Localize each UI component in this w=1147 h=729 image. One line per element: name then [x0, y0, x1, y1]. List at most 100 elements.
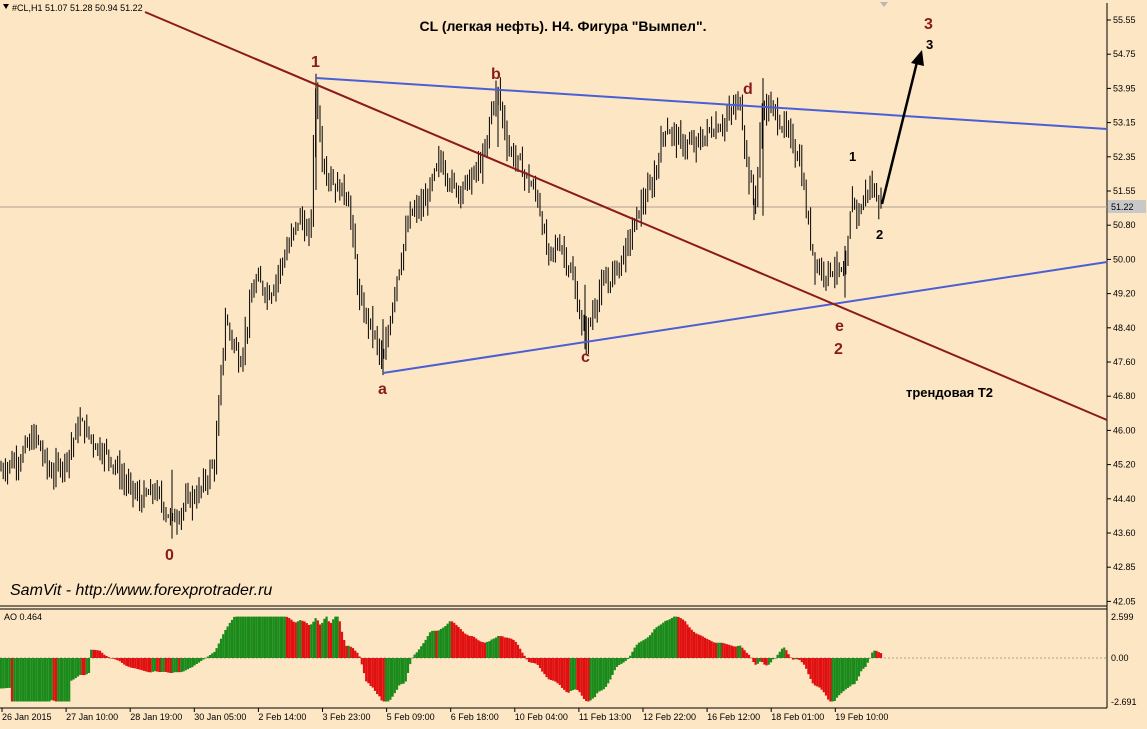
ao-bar	[369, 658, 372, 686]
ao-bar	[805, 658, 808, 669]
ao-bar	[761, 658, 764, 663]
ao-bar	[481, 642, 484, 658]
ao-bar	[219, 638, 223, 658]
ao-bar	[329, 622, 333, 658]
ao-bar	[167, 658, 170, 673]
ao-bar	[63, 658, 66, 702]
ao-bar	[820, 658, 823, 690]
ao-bar	[59, 658, 62, 702]
shift-marker-icon[interactable]	[880, 2, 888, 7]
ao-bar	[442, 627, 445, 658]
ao-bar	[13, 658, 16, 702]
ao-bar	[831, 658, 834, 702]
ao-histogram	[0, 616, 883, 702]
ao-bar	[477, 640, 480, 658]
ao-bar	[492, 638, 495, 658]
ao-bar	[721, 642, 724, 658]
ao-bar	[255, 616, 258, 658]
ao-bar	[259, 616, 262, 658]
ao-bar	[545, 658, 548, 678]
ao-bar	[206, 656, 209, 658]
ao-bar	[296, 621, 300, 658]
ao-bar	[816, 658, 819, 687]
ao-bar	[620, 658, 623, 664]
ao-bar	[347, 645, 350, 658]
ao-bar	[409, 658, 412, 665]
ao-bar	[420, 646, 423, 658]
ao-bar	[734, 646, 737, 658]
ao-bar	[547, 658, 550, 680]
pennant-upper-line[interactable]	[315, 77, 1108, 130]
ao-bar	[701, 636, 704, 658]
ao-tick-top: 2.599	[1111, 612, 1134, 622]
ao-bar	[829, 658, 832, 702]
ao-bar	[860, 658, 863, 672]
ao-bar	[195, 658, 198, 664]
ao-bar	[488, 641, 491, 658]
ao-bar	[530, 658, 533, 663]
symbol-dropdown-icon[interactable]	[3, 4, 9, 9]
ao-bar	[633, 647, 636, 658]
ao-bar	[277, 616, 280, 658]
price-tick-label: 54.75	[1113, 49, 1136, 59]
ao-bar	[156, 658, 159, 672]
ao-bar	[580, 658, 583, 696]
ao-bar	[400, 658, 403, 685]
ao-bar	[46, 658, 49, 702]
wave-label-b: b	[491, 66, 501, 83]
pennant-lower-line[interactable]	[382, 261, 1108, 374]
ao-bar	[437, 630, 440, 658]
price-tick-label: 53.15	[1113, 118, 1136, 128]
ao-bar	[68, 658, 71, 702]
ao-bar	[461, 631, 465, 658]
ao-bar	[681, 619, 685, 658]
ao-bar	[180, 658, 183, 673]
ao-bar	[849, 658, 852, 687]
ao-bar	[116, 658, 119, 661]
ao-bar	[697, 634, 700, 658]
time-tick-label: 16 Feb 12:00	[707, 712, 760, 722]
ao-bar	[736, 645, 740, 658]
ao-bar	[712, 642, 715, 658]
ao-bar	[684, 621, 687, 658]
ao-bar	[745, 652, 748, 658]
ao-bar	[24, 658, 27, 702]
ao-bar	[94, 650, 97, 658]
ao-bar	[675, 616, 678, 658]
ao-bar	[37, 658, 40, 702]
ao-bar	[646, 637, 649, 658]
ao-bar	[706, 638, 709, 658]
ao-bar	[105, 656, 108, 658]
ao-bar	[39, 658, 42, 702]
wave-label-a: a	[378, 381, 387, 398]
price-tick-label: 45.20	[1113, 460, 1136, 470]
ao-bar	[435, 630, 438, 658]
wave-label-3: 3	[924, 16, 933, 33]
ao-bar	[336, 616, 339, 658]
ao-bar	[250, 616, 253, 658]
ao-bar	[472, 636, 476, 658]
trend-line-t2[interactable]	[144, 11, 1108, 421]
price-tick-label: 52.35	[1113, 152, 1136, 162]
time-tick-label: 27 Jan 10:00	[66, 712, 118, 722]
ao-bar	[241, 616, 245, 658]
ao-bar	[723, 643, 726, 658]
wave-label-c: c	[581, 349, 590, 366]
ao-bar	[318, 624, 322, 658]
ao-bar	[160, 658, 163, 672]
ao-bar	[602, 658, 605, 690]
ao-bar	[83, 658, 86, 676]
ao-bar	[197, 658, 201, 663]
ao-bar	[402, 658, 405, 684]
forecast-arrow[interactable]	[880, 57, 920, 205]
ao-bar	[270, 616, 273, 658]
ao-bar	[345, 645, 348, 658]
ao-bar	[470, 636, 473, 658]
ao-bar	[28, 658, 31, 702]
subwave-label-1: 1	[849, 149, 856, 164]
ao-bar	[103, 654, 106, 658]
symbol-info: #CL,H1 51.07 51.28 50.94 51.22	[12, 3, 143, 13]
ao-tick-zero: 0.00	[1111, 653, 1129, 663]
